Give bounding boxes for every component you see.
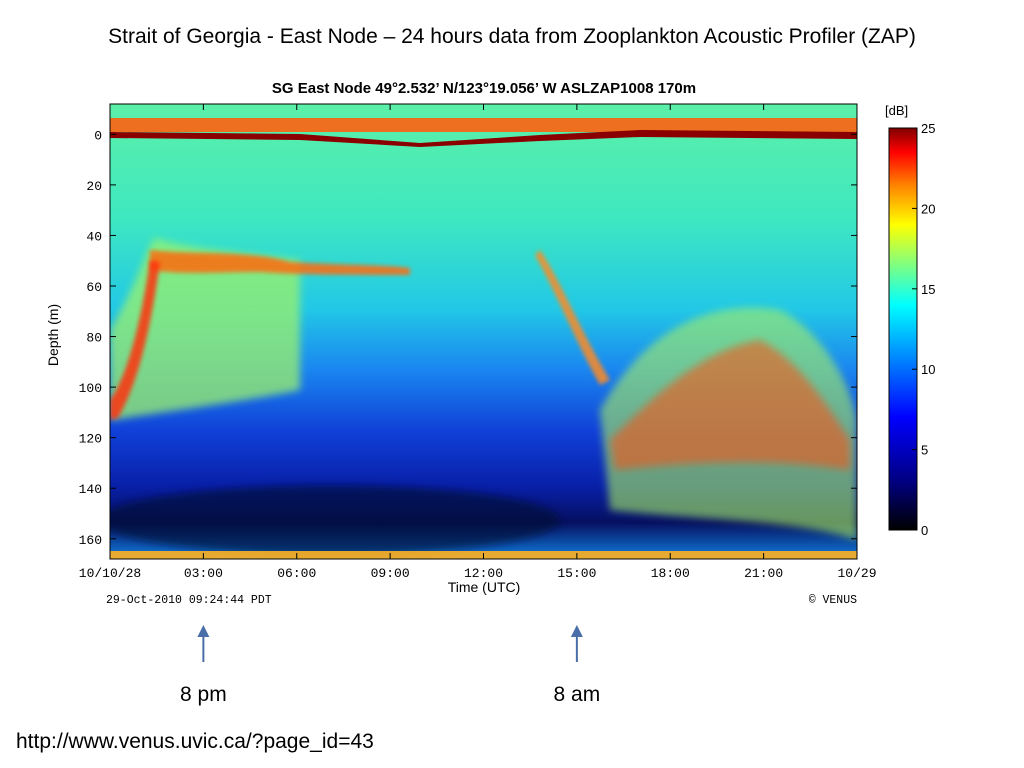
echogram-plot-area	[110, 104, 857, 559]
time-annotation-arrows	[197, 625, 583, 662]
colorbar-tick-label: 10	[921, 362, 935, 377]
colorbar-tick-label: 20	[921, 201, 935, 216]
colorbar-tick-label: 5	[921, 443, 928, 458]
y-tick-label: 60	[86, 280, 102, 295]
y-axis-label: Depth (m)	[45, 304, 61, 366]
colorbar-tick-label: 15	[921, 282, 935, 297]
chart-title: SG East Node 49°2.532’ N/123°19.056’ W A…	[272, 80, 696, 97]
annotation-arrow-head	[570, 625, 583, 637]
colorbar	[888, 127, 918, 531]
x-tick-label: 21:00	[744, 566, 783, 581]
night-scattering-layer	[110, 238, 300, 420]
x-tick-label: 03:00	[184, 566, 223, 581]
x-tick-label: 10/29	[837, 566, 876, 581]
deep-low-backscatter	[110, 485, 560, 555]
colorbar-tick-label: 25	[921, 121, 935, 136]
y-tick-label: 100	[79, 381, 102, 396]
x-tick-label: 18:00	[651, 566, 690, 581]
dvm-layer-50m	[150, 250, 410, 275]
copyright-footer: © VENUS	[809, 594, 857, 607]
descending-migration-trace	[535, 250, 610, 385]
y-tick-label: 120	[79, 432, 102, 447]
colorbar-tick-label: 0	[921, 523, 928, 538]
y-tick-label: 160	[79, 533, 102, 548]
x-axis: 10/10/28 03:00 06:00 09:00 12:00 15:00 18:00 21…	[79, 104, 877, 581]
y-axis: 0 20 40 60 80 100 120 140 160	[79, 128, 857, 548]
x-tick-label: 12:00	[464, 566, 503, 581]
timestamp-footer: 29-Oct-2010 09:24:44 PDT	[106, 594, 272, 607]
x-tick-label: 15:00	[557, 566, 596, 581]
y-tick-label: 20	[86, 179, 102, 194]
x-tick-label: 06:00	[277, 566, 316, 581]
slide-title: Strait of Georgia - East Node – 24 hours…	[108, 25, 916, 48]
y-tick-label: 40	[86, 229, 102, 244]
ascending-migration-trace	[110, 260, 160, 420]
x-tick-label: 10/10/28	[79, 566, 141, 581]
annotation-arrow-head	[197, 625, 210, 637]
y-tick-label: 80	[86, 331, 102, 346]
x-tick-label: 09:00	[371, 566, 410, 581]
surface-reflection-upper	[110, 118, 857, 132]
colorbar-unit: [dB]	[885, 103, 908, 118]
daytime-deep-core	[610, 340, 850, 470]
x-axis-label: Time (UTC)	[448, 579, 521, 595]
annotation-label-8am: 8 am	[553, 683, 601, 706]
source-url[interactable]: http://www.venus.uvic.ca/?page_id=43	[16, 730, 374, 753]
annotation-label-8pm: 8 pm	[180, 683, 227, 706]
y-tick-label: 140	[79, 482, 102, 497]
colorbar-ticks: 0 5 10 15 20 25	[912, 121, 935, 538]
y-tick-label: 0	[94, 128, 102, 143]
surface-reflection-band	[110, 130, 857, 147]
